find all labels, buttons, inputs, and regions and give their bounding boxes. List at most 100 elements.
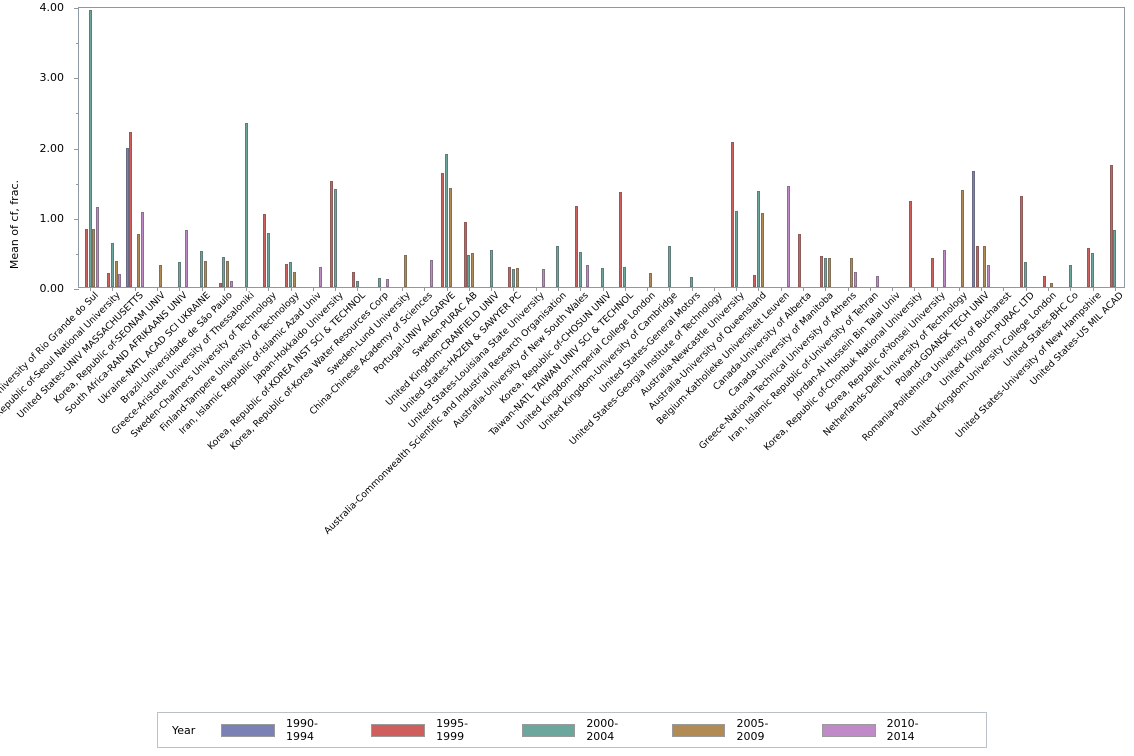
legend-item[interactable]: 2010-2014 (821, 717, 942, 743)
bar (786, 185, 790, 287)
bar (285, 263, 289, 287)
bar (819, 256, 823, 287)
bar (292, 271, 296, 287)
bar-group (591, 8, 613, 287)
legend-item[interactable]: 2005-2009 (671, 717, 792, 743)
bar-group (190, 8, 212, 287)
bar (619, 192, 623, 287)
bar (931, 258, 935, 287)
bar-group (480, 8, 502, 287)
bar (136, 233, 140, 287)
y-minor-tick (76, 113, 79, 115)
x-tick-mark (90, 287, 92, 291)
bar-group (1037, 8, 1059, 287)
bar-group (458, 8, 480, 287)
x-tick-mark (1003, 287, 1005, 291)
x-tick-mark (869, 287, 871, 291)
x-tick-mark (1114, 287, 1116, 291)
x-tick-mark (312, 287, 314, 291)
legend-item[interactable]: 1995-1999 (371, 717, 491, 743)
bar (226, 261, 230, 287)
bar-group (1104, 8, 1126, 287)
bar-group (391, 8, 413, 287)
legend-item[interactable]: 2000-2004 (521, 717, 642, 743)
y-tick-label: 1.00 (39, 211, 65, 225)
bar (972, 171, 976, 287)
bar (352, 272, 356, 287)
x-tick-mark (825, 287, 827, 291)
bar (318, 266, 322, 287)
x-tick-mark (379, 287, 381, 291)
bar (114, 261, 118, 287)
bar (1068, 265, 1072, 287)
bar (110, 242, 114, 287)
x-tick-mark (468, 287, 470, 291)
legend: Year 1990-1994 1995-1999 2000-2004 2005-200… (157, 712, 987, 748)
bar (1020, 196, 1024, 287)
x-tick-mark (892, 287, 894, 291)
x-tick-mark (134, 287, 136, 291)
x-tick-mark (201, 287, 203, 291)
bar (578, 251, 582, 287)
x-tick-mark (691, 287, 693, 291)
bar (125, 147, 129, 287)
x-tick-mark (246, 287, 248, 291)
bar (140, 211, 144, 287)
bar (909, 201, 913, 287)
bar (88, 9, 92, 287)
bar (823, 257, 827, 287)
bar-group (346, 8, 368, 287)
legend-label: 2005-2009 (736, 717, 769, 743)
bar-group (680, 8, 702, 287)
bar (118, 273, 122, 287)
bar-group (279, 8, 301, 287)
bar (385, 279, 389, 287)
bar (508, 266, 512, 287)
bar (329, 180, 333, 287)
x-tick-mark (914, 287, 916, 291)
y-tick-mark (74, 289, 79, 290)
x-tick-mark (424, 287, 426, 291)
legend-item[interactable]: 1990-1994 (221, 717, 341, 743)
x-tick-mark (580, 287, 582, 291)
y-tick-mark (74, 148, 79, 150)
bar-group (926, 8, 948, 287)
x-tick-mark (936, 287, 938, 291)
bar-group (547, 8, 569, 287)
bar (107, 272, 111, 287)
bar (983, 246, 987, 287)
bar-group (836, 8, 858, 287)
x-tick-mark (1070, 287, 1072, 291)
bar (667, 245, 671, 287)
bar (441, 173, 445, 287)
bar (445, 153, 449, 287)
bar-series-group (79, 8, 1126, 291)
bar-group (413, 8, 435, 287)
bar (404, 255, 408, 287)
bar (218, 282, 222, 287)
bar-group (302, 8, 324, 287)
bar (556, 245, 560, 287)
bar (289, 261, 293, 287)
bar (378, 277, 382, 287)
bar (1024, 262, 1028, 287)
x-tick-mark (958, 287, 960, 291)
bar-group (1081, 8, 1103, 287)
bar-group (146, 8, 168, 287)
bar (177, 261, 181, 287)
legend-label: 1995-1999 (436, 717, 469, 743)
bar-group (525, 8, 547, 287)
legend-label: 2000-2004 (586, 717, 619, 743)
bar (84, 229, 88, 287)
bar (222, 256, 226, 287)
bar-group (124, 8, 146, 287)
bar (987, 265, 991, 287)
bar-group (435, 8, 457, 287)
x-tick-mark (290, 287, 292, 291)
x-tick-mark (335, 287, 337, 291)
bar (263, 213, 267, 287)
x-tick-mark (624, 287, 626, 291)
bar (600, 268, 604, 287)
bar (1042, 275, 1046, 287)
x-tick-mark (223, 287, 225, 291)
